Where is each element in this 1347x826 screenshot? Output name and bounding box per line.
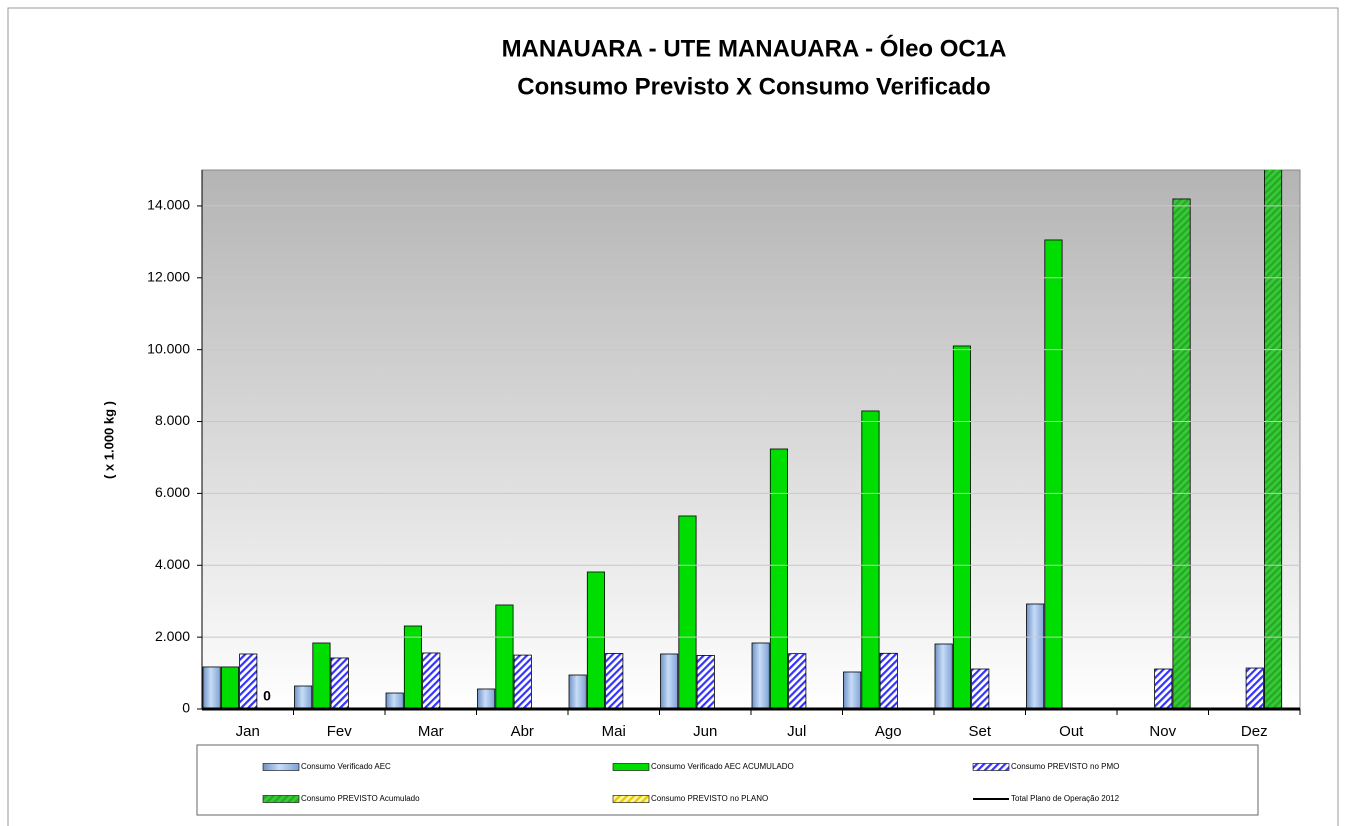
y-tick-label: 12.000 bbox=[147, 269, 190, 285]
bar bbox=[385, 692, 404, 710]
x-tick-label: Jul bbox=[787, 723, 806, 740]
bar bbox=[861, 410, 880, 710]
legend-label: Consumo PREVISTO Acumulado bbox=[301, 794, 420, 803]
chart-subtitle: Consumo Previsto X Consumo Verificado bbox=[517, 73, 990, 100]
bar bbox=[751, 642, 770, 710]
bar bbox=[330, 657, 349, 710]
y-tick-label: 14.000 bbox=[147, 197, 190, 213]
bar bbox=[1172, 198, 1191, 710]
y-tick-label: 6.000 bbox=[155, 484, 190, 500]
bar bbox=[477, 688, 496, 710]
bar bbox=[605, 653, 624, 710]
bar bbox=[586, 571, 605, 710]
bar bbox=[660, 653, 679, 710]
bar bbox=[696, 655, 715, 710]
y-axis-label: ( x 1.000 kg ) bbox=[101, 401, 116, 479]
bar bbox=[971, 668, 990, 710]
bar bbox=[678, 515, 697, 710]
bar bbox=[1245, 667, 1264, 710]
bar bbox=[879, 652, 898, 710]
legend bbox=[196, 744, 1259, 816]
legend-swatch bbox=[612, 763, 650, 771]
legend-label: Consumo PREVISTO no PLANO bbox=[651, 794, 768, 803]
bar bbox=[1026, 603, 1045, 710]
bar bbox=[568, 674, 587, 710]
legend-swatch bbox=[612, 795, 650, 803]
bar bbox=[220, 666, 240, 710]
y-tick-label: 4.000 bbox=[155, 556, 190, 572]
data-label: 0 bbox=[263, 688, 271, 704]
x-tick-label: Out bbox=[1059, 723, 1084, 740]
bar bbox=[1044, 239, 1063, 710]
bar bbox=[952, 345, 971, 710]
bar bbox=[1154, 668, 1173, 710]
legend-label: Total Plano de Operação 2012 bbox=[1011, 794, 1120, 803]
bar bbox=[934, 643, 953, 710]
bar bbox=[495, 604, 514, 710]
x-tick-label: Set bbox=[968, 723, 991, 740]
chart-title: MANAUARA - UTE MANAUARA - Óleo OC1A bbox=[502, 34, 1007, 62]
y-tick-label: 8.000 bbox=[155, 412, 190, 428]
plot-area bbox=[201, 169, 1301, 710]
bar bbox=[513, 654, 532, 710]
legend-label: Consumo PREVISTO no PMO bbox=[1011, 762, 1119, 771]
bar bbox=[202, 666, 221, 710]
x-tick-label: Nov bbox=[1149, 723, 1176, 740]
legend-label: Consumo Verificado AEC ACUMULADO bbox=[651, 762, 794, 771]
x-tick-label: Jun bbox=[693, 723, 717, 740]
bar bbox=[843, 671, 862, 710]
x-tick-label: Mar bbox=[418, 723, 444, 740]
x-tick-label: Dez bbox=[1241, 723, 1268, 740]
bar bbox=[422, 652, 441, 710]
legend-swatch bbox=[262, 795, 300, 803]
x-tick-label: Abr bbox=[511, 723, 534, 740]
legend-swatch bbox=[262, 763, 300, 771]
x-tick-label: Fev bbox=[327, 723, 353, 740]
legend-label: Consumo Verificado AEC bbox=[301, 762, 391, 771]
y-tick-label: 0 bbox=[182, 700, 190, 716]
bar bbox=[239, 653, 258, 710]
y-tick-label: 2.000 bbox=[155, 628, 190, 644]
x-tick-label: Ago bbox=[875, 723, 902, 740]
x-tick-label: Mai bbox=[602, 723, 626, 740]
bar bbox=[294, 685, 313, 710]
x-tick-label: Jan bbox=[236, 723, 260, 740]
bar bbox=[403, 625, 422, 710]
bar bbox=[312, 642, 331, 710]
bar bbox=[788, 653, 807, 710]
legend-swatch bbox=[972, 763, 1010, 771]
bar bbox=[1264, 170, 1283, 710]
bar bbox=[769, 448, 788, 710]
y-tick-label: 10.000 bbox=[147, 340, 190, 356]
